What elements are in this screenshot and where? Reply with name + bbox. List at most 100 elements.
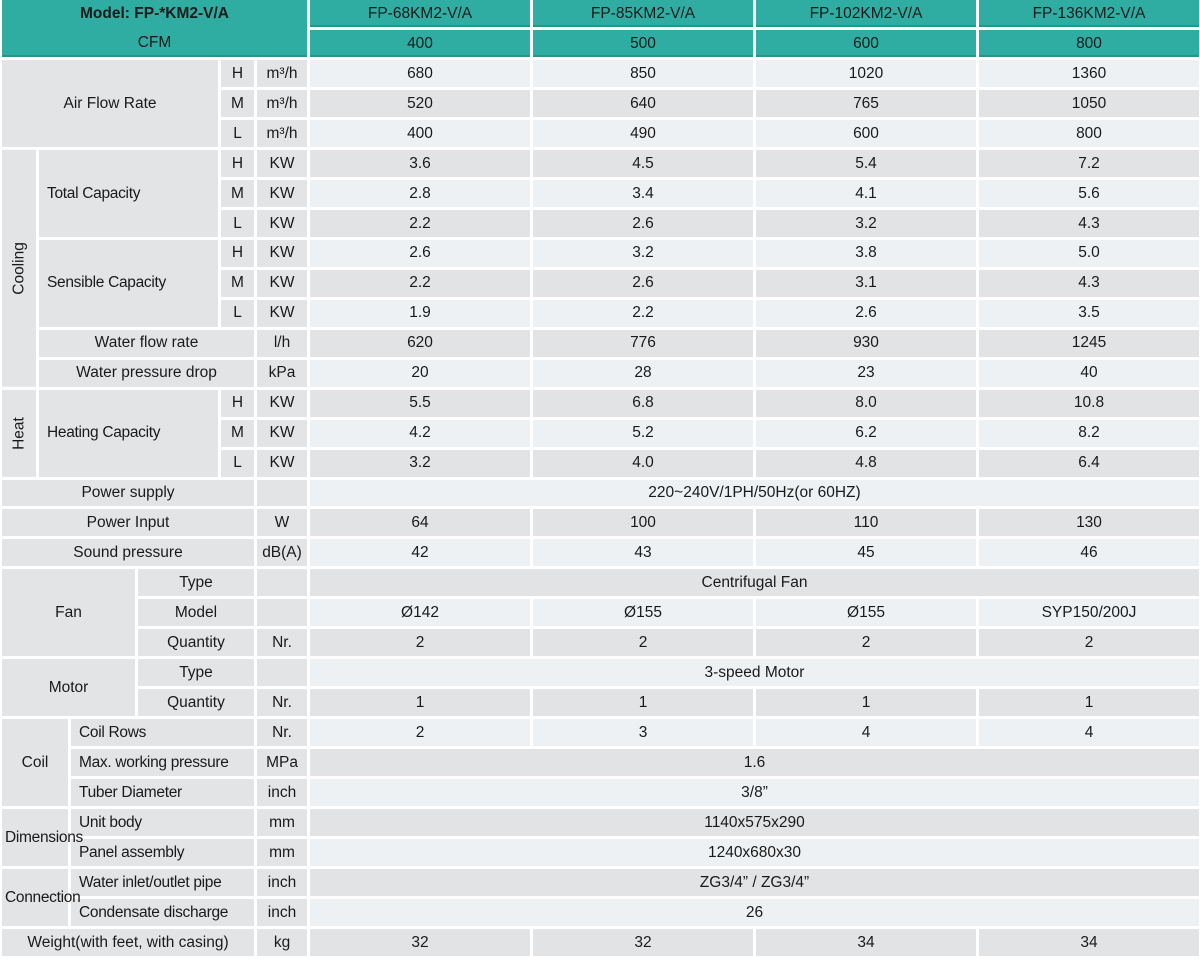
value-cell: 4.3 xyxy=(979,209,1199,237)
row-label-sensible-capacity: Sensible Capacity xyxy=(39,239,218,327)
speed-label-high: H xyxy=(221,149,254,177)
value-cell: 3.4 xyxy=(533,179,753,207)
unit-label: KW xyxy=(257,239,307,267)
row-label-power-input: Power Input xyxy=(2,509,254,537)
unit-label: dB(A) xyxy=(257,539,307,567)
value-cell: 6.2 xyxy=(756,419,976,447)
unit-label: KW xyxy=(257,299,307,327)
value-cell: 4.0 xyxy=(533,449,753,477)
speed-label-medium: M xyxy=(221,179,254,207)
value-cell: 32 xyxy=(310,929,530,956)
value-cell: Ø155 xyxy=(756,599,976,627)
value-cell: 34 xyxy=(756,929,976,956)
group-label-fan: Fan xyxy=(2,569,135,657)
value-cell: 2.8 xyxy=(310,179,530,207)
value-cell: 46 xyxy=(979,539,1199,567)
value-cell: 5.2 xyxy=(533,419,753,447)
cfm-value-4: 800 xyxy=(979,29,1199,57)
value-cell: 42 xyxy=(310,539,530,567)
value-cell: 1 xyxy=(979,689,1199,717)
unit-label: m³/h xyxy=(257,119,307,147)
value-cell: 5.5 xyxy=(310,389,530,417)
value-cell: 1360 xyxy=(979,59,1199,87)
value-cell: 600 xyxy=(756,119,976,147)
value-cell: 28 xyxy=(533,359,753,387)
value-tuber-diameter: 3/8” xyxy=(310,779,1199,807)
unit-cell-empty xyxy=(257,659,307,687)
unit-label: W xyxy=(257,509,307,537)
value-cell: 3 xyxy=(533,719,753,747)
value-cell: 7.2 xyxy=(979,149,1199,177)
value-cell: 1.9 xyxy=(310,299,530,327)
group-label-cooling: Cooling xyxy=(2,149,36,387)
value-motor-type: 3-speed Motor xyxy=(310,659,1199,687)
value-cell: 640 xyxy=(533,89,753,117)
value-cell: 34 xyxy=(979,929,1199,956)
value-cell: SYP150/200J xyxy=(979,599,1199,627)
value-cell: 400 xyxy=(310,119,530,147)
unit-label: KW xyxy=(257,269,307,297)
col-header-model-3: FP-102KM2-V/A xyxy=(756,0,976,27)
value-cell: 10.8 xyxy=(979,389,1199,417)
value-cell: 40 xyxy=(979,359,1199,387)
value-cell: 2 xyxy=(979,629,1199,657)
row-label-water-inlet-outlet: Water inlet/outlet pipe xyxy=(71,869,254,897)
row-label-panel-assembly: Panel assembly xyxy=(71,839,254,867)
row-label-total-capacity: Total Capacity xyxy=(39,149,218,237)
value-cell: 2.6 xyxy=(533,269,753,297)
unit-label: m³/h xyxy=(257,89,307,117)
value-cell: 5.0 xyxy=(979,239,1199,267)
speed-label-high: H xyxy=(221,239,254,267)
value-cell: 1 xyxy=(533,689,753,717)
col-header-model-2: FP-85KM2-V/A xyxy=(533,0,753,27)
value-cell: 2 xyxy=(310,629,530,657)
row-label-water-flow-rate: Water flow rate xyxy=(39,329,254,357)
row-label-power-supply: Power supply xyxy=(2,479,254,507)
value-power-supply: 220~240V/1PH/50Hz(or 60HZ) xyxy=(310,479,1199,507)
value-cell: 3.5 xyxy=(979,299,1199,327)
value-cell: 1 xyxy=(310,689,530,717)
speed-label-high: H xyxy=(221,59,254,87)
unit-label: kg xyxy=(257,929,307,956)
row-label-fan-model: Model xyxy=(138,599,254,627)
unit-label: KW xyxy=(257,179,307,207)
unit-label: inch xyxy=(257,899,307,927)
row-label-tuber-diameter: Tuber Diameter xyxy=(71,779,254,807)
col-header-model-4: FP-136KM2-V/A xyxy=(979,0,1199,27)
speed-label-medium: M xyxy=(221,89,254,117)
value-cell: 6.4 xyxy=(979,449,1199,477)
value-cell: 776 xyxy=(533,329,753,357)
value-max-working-pressure: 1.6 xyxy=(310,749,1199,777)
unit-label: Nr. xyxy=(257,689,307,717)
value-cell: 3.1 xyxy=(756,269,976,297)
unit-label: KW xyxy=(257,389,307,417)
group-label-connection: Connection xyxy=(2,869,81,927)
value-cell: 2.2 xyxy=(310,209,530,237)
cfm-value-3: 600 xyxy=(756,29,976,57)
value-cell: 1050 xyxy=(979,89,1199,117)
value-cell: 850 xyxy=(533,59,753,87)
value-panel-assembly: 1240x680x30 xyxy=(310,839,1199,867)
value-cell: 3.2 xyxy=(756,209,976,237)
value-cell: 4 xyxy=(979,719,1199,747)
value-cell: Ø142 xyxy=(310,599,530,627)
value-cell: Ø155 xyxy=(533,599,753,627)
value-cell: 765 xyxy=(756,89,976,117)
cfm-value-1: 400 xyxy=(310,29,530,57)
row-label-fan-type: Type xyxy=(138,569,254,597)
value-cell: 4.5 xyxy=(533,149,753,177)
value-cell: 2.2 xyxy=(310,269,530,297)
value-fan-type: Centrifugal Fan xyxy=(310,569,1199,597)
value-cell: 100 xyxy=(533,509,753,537)
value-cell: 3.2 xyxy=(310,449,530,477)
value-cell: 110 xyxy=(756,509,976,537)
unit-label: mm xyxy=(257,809,307,837)
value-cell: 5.4 xyxy=(756,149,976,177)
value-cell: 2 xyxy=(310,719,530,747)
value-water-inlet-outlet: ZG3/4” / ZG3/4” xyxy=(310,869,1199,897)
unit-label: inch xyxy=(257,779,307,807)
value-cell: 3.8 xyxy=(756,239,976,267)
speed-label-medium: M xyxy=(221,269,254,297)
speed-label-medium: M xyxy=(221,419,254,447)
